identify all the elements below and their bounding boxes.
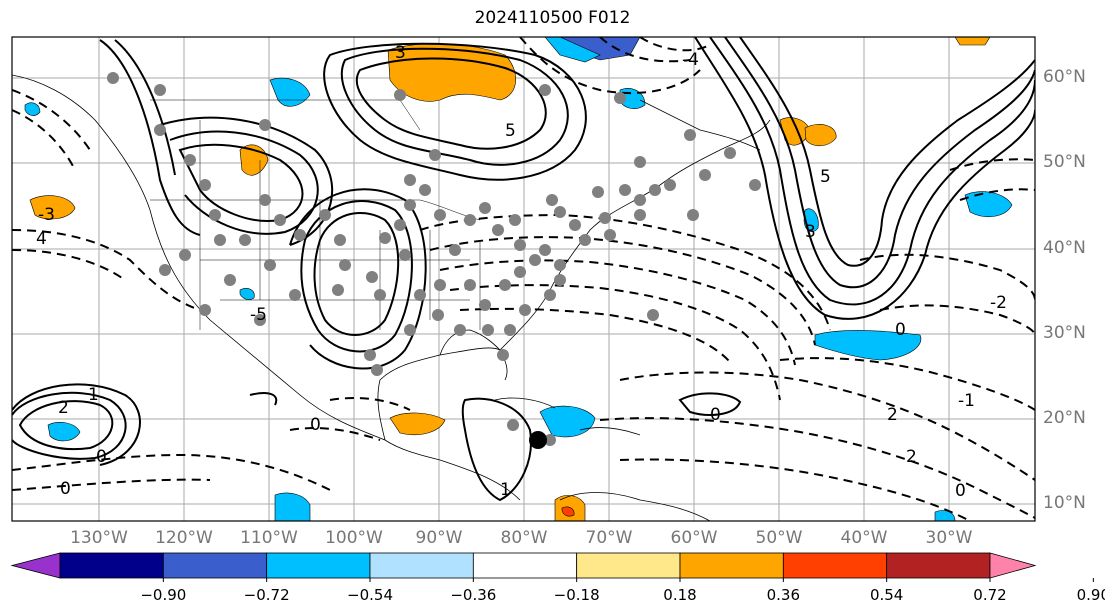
- contour-label: 0: [310, 415, 321, 435]
- contour-label: 5: [820, 167, 831, 187]
- colorbar-tick-label: 0.90: [1076, 586, 1105, 604]
- colorbar-tick-label: −0.54: [347, 586, 393, 604]
- lon-label: 60°W: [670, 528, 718, 548]
- contour-label: 4: [36, 229, 47, 249]
- contour-label: -2: [990, 293, 1007, 313]
- contour-label: 2: [58, 398, 69, 418]
- colorbar-tick-label: −0.90: [140, 586, 187, 604]
- lon-label: 40°W: [840, 528, 888, 548]
- contour-label: -4: [682, 50, 699, 70]
- lat-label: 30°N: [1043, 323, 1086, 343]
- contour-label: 3: [805, 222, 816, 242]
- negative-contours: [12, 37, 1035, 521]
- contour-label: 0: [955, 481, 966, 501]
- lon-label: 50°W: [755, 528, 803, 548]
- colorbar-tick-label: −0.72: [243, 586, 290, 604]
- contour-label: -5: [250, 305, 267, 325]
- colorbar-tick-label: −0.18: [553, 586, 600, 604]
- colorbar-tick-label: 0.18: [663, 586, 697, 604]
- contour-label: 1: [500, 480, 511, 500]
- lon-label: 100°W: [325, 528, 383, 548]
- weather-map: 0 0 0 0 0 0 1 1 2 2 2 3 3 4 5 5 -1 -2 -3…: [11, 36, 1036, 522]
- lon-label: 70°W: [585, 528, 633, 548]
- shaded-anomalies: [24, 37, 1013, 521]
- positive-contours: [12, 37, 1035, 502]
- map-title: 2024110500 F012: [474, 8, 631, 28]
- contour-labels: 0 0 0 0 0 0 1 1 2 2 2 3 3 4 5 5 -1 -2 -3…: [36, 43, 1007, 501]
- contour-label: 0: [710, 405, 721, 425]
- colorbar-tick-label: 0.72: [973, 586, 1007, 604]
- lon-label: 90°W: [415, 528, 463, 548]
- contour-label: 0: [60, 479, 71, 499]
- lat-label: 60°N: [1043, 67, 1086, 87]
- contour-label: -1: [958, 391, 975, 411]
- lon-label: 130°W: [70, 528, 128, 548]
- contour-label: 1: [88, 385, 99, 405]
- contour-label: -3: [38, 205, 55, 225]
- station-dots: [107, 72, 761, 446]
- colorbar-tick-label: 0.54: [869, 586, 904, 604]
- contour-label: 2: [887, 405, 898, 425]
- contour-label: 0: [895, 320, 906, 340]
- political-boundaries: [150, 99, 481, 330]
- lat-label: 50°N: [1043, 152, 1086, 172]
- lon-label: 30°W: [925, 528, 973, 548]
- contour-label: 0: [96, 447, 107, 467]
- observation-marker: [529, 431, 547, 449]
- map-frame: [11, 36, 1036, 522]
- colorbar-tick-label: 0.36: [766, 586, 801, 604]
- colorbar-tick-label: −0.36: [450, 586, 497, 604]
- lat-label: 40°N: [1043, 238, 1086, 258]
- lon-label: 80°W: [500, 528, 548, 548]
- contour-label: 3: [395, 43, 406, 63]
- lon-label: 110°W: [240, 528, 298, 548]
- contour-label: 2: [906, 447, 917, 467]
- lat-label: 20°N: [1043, 408, 1086, 428]
- contour-label: 5: [505, 121, 516, 141]
- lon-label: 120°W: [155, 528, 213, 548]
- lat-label: 10°N: [1043, 493, 1086, 513]
